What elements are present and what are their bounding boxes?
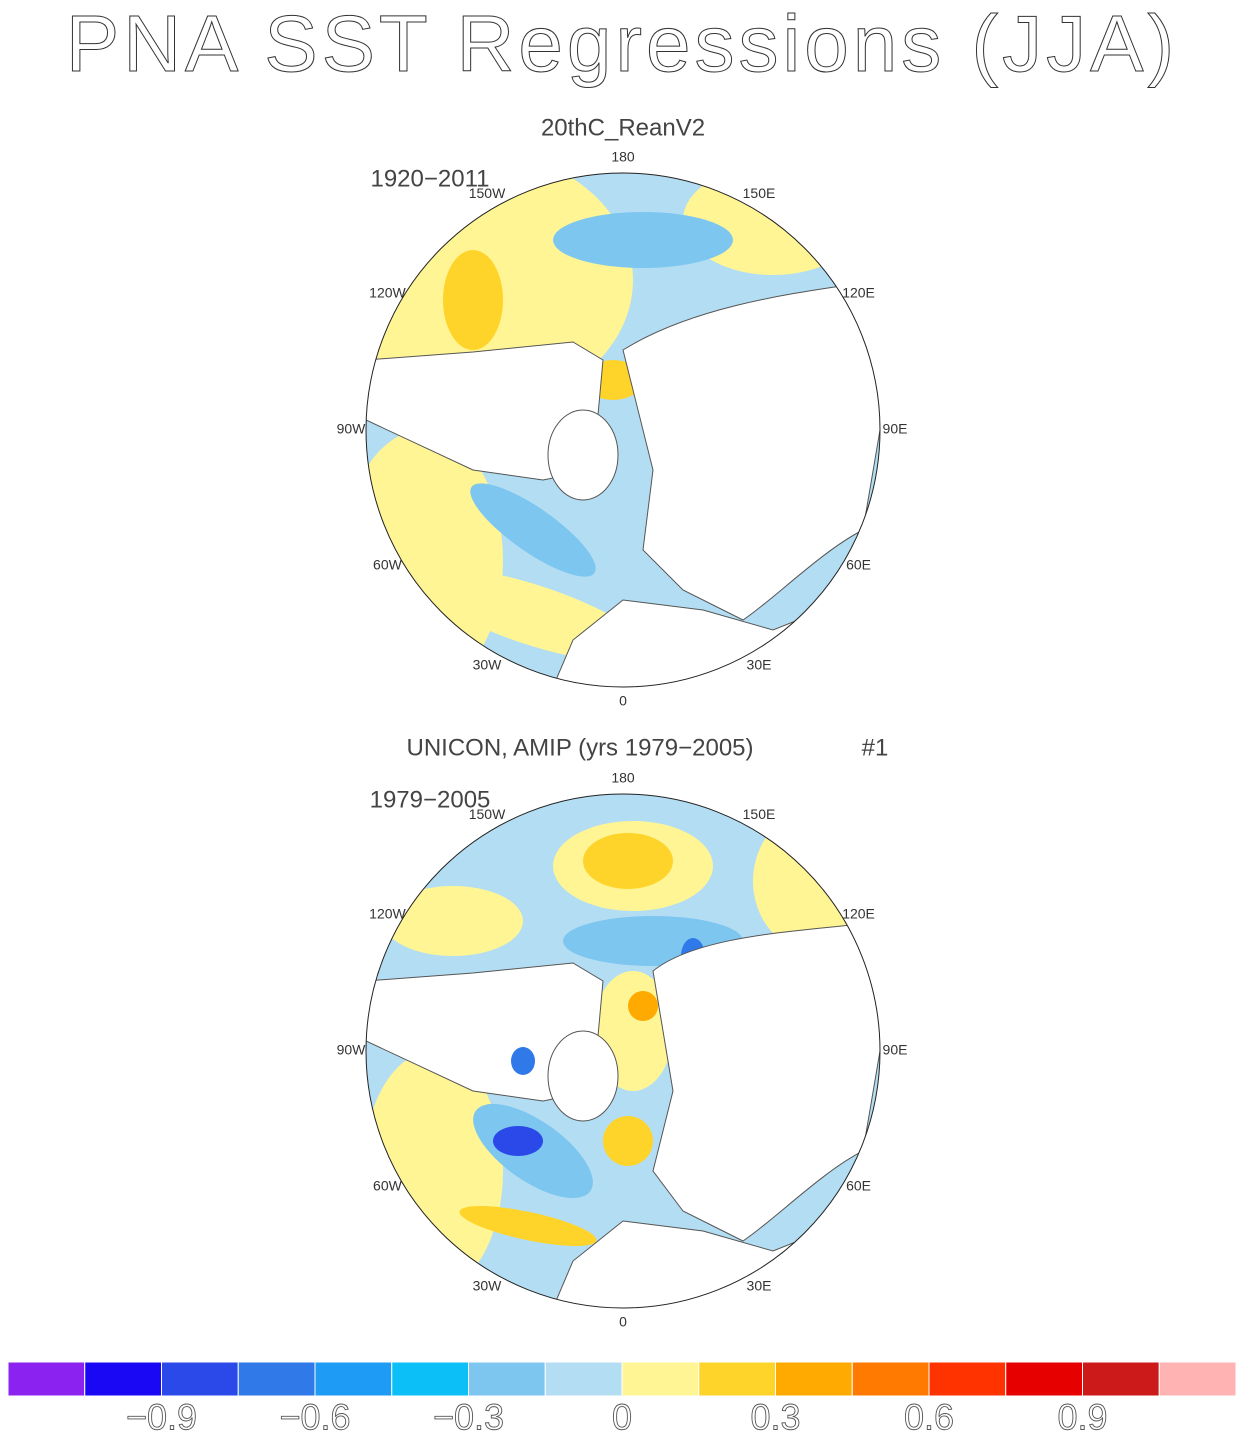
- color-box: [851, 1361, 930, 1397]
- lon-label: 60E: [846, 1178, 871, 1194]
- lon-label: 60W: [373, 557, 403, 573]
- lon-label: 150W: [469, 806, 506, 822]
- colorbar-tick-label: 0.3: [750, 1397, 800, 1438]
- colorbar-tick-label: −0.3: [433, 1397, 504, 1438]
- lon-label: 90W: [337, 421, 367, 437]
- lon-label: 60E: [846, 557, 871, 573]
- panel-period: 1979−2005: [370, 786, 491, 813]
- lon-label: 120W: [369, 906, 406, 922]
- color-box: [1082, 1361, 1160, 1397]
- lon-label: 0: [619, 1314, 627, 1330]
- lon-label: 120E: [842, 906, 875, 922]
- panel-run: #1: [862, 734, 889, 761]
- color-box: [314, 1361, 393, 1397]
- panel-period: 1920−2011: [370, 165, 489, 192]
- color-box: [1005, 1361, 1083, 1397]
- colorbar-tick-label: 0: [612, 1397, 632, 1438]
- lon-label: 120W: [369, 285, 406, 301]
- color-box: [161, 1361, 239, 1397]
- color-box: [621, 1361, 700, 1397]
- lon-label: 150E: [743, 806, 776, 822]
- lon-label: 90E: [883, 421, 908, 437]
- colorbar-tick-label: −0.9: [126, 1397, 197, 1438]
- lon-label: 150E: [743, 185, 776, 201]
- color-box: [391, 1361, 469, 1397]
- color-box: [928, 1361, 1007, 1397]
- color-box: [237, 1361, 316, 1397]
- colorbar-tick-label: −0.6: [279, 1397, 350, 1438]
- lon-label: 150W: [469, 185, 506, 201]
- color-box: [544, 1361, 623, 1397]
- panel-title: 20thC_ReanV2: [541, 114, 705, 141]
- panel-title: UNICON, AMIP (yrs 1979−2005): [406, 734, 753, 761]
- color-box: [698, 1361, 776, 1397]
- colorbar-tick-label: 0.6: [904, 1397, 954, 1438]
- colorbar: −0.9 −0.6 −0.3 0 0.3 0.6 0.9: [7, 1361, 1237, 1438]
- lon-label: 30E: [747, 656, 772, 672]
- lon-label: 90E: [883, 1042, 908, 1058]
- color-box: [1158, 1361, 1237, 1397]
- lon-label: 90W: [337, 1042, 367, 1058]
- figure-title: PNA SST Regressions (JJA): [66, 0, 1178, 88]
- colorbar-tick-label: 0.9: [1057, 1397, 1107, 1438]
- map: 0 30E 60E 90E 120E 150E 180 150W 120W 90W 60W 30W: [337, 770, 908, 1330]
- lon-label: 30W: [473, 656, 503, 672]
- color-box: [84, 1361, 162, 1397]
- lon-label: 30W: [473, 1277, 503, 1293]
- lon-label: 120E: [842, 285, 875, 301]
- lon-label: 180: [611, 770, 635, 786]
- color-box: [468, 1361, 546, 1397]
- lon-label: 180: [611, 149, 635, 165]
- color-box: [775, 1361, 853, 1397]
- lon-label: 60W: [373, 1178, 403, 1194]
- lon-label: 0: [619, 693, 627, 709]
- color-box: [7, 1361, 86, 1397]
- lon-label: 30E: [747, 1277, 772, 1293]
- map: 0 30E 60E 90E 120E 150E 180 150W 120W 90W 60W 30W: [337, 149, 908, 709]
